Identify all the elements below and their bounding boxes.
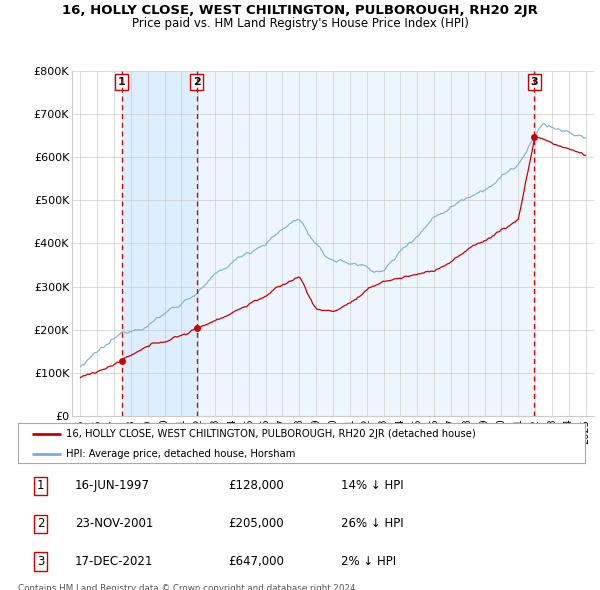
Text: Contains HM Land Registry data © Crown copyright and database right 2024.
This d: Contains HM Land Registry data © Crown c… [18,584,358,590]
Text: 17-DEC-2021: 17-DEC-2021 [75,555,153,568]
Text: 1: 1 [118,77,126,87]
Text: 3: 3 [37,555,44,568]
Text: 1: 1 [37,479,44,492]
Text: £205,000: £205,000 [228,517,283,530]
Bar [122,71,197,416]
Text: 26% ↓ HPI: 26% ↓ HPI [341,517,404,530]
Text: Price paid vs. HM Land Registry's House Price Index (HPI): Price paid vs. HM Land Registry's House … [131,17,469,30]
Text: 16, HOLLY CLOSE, WEST CHILTINGTON, PULBOROUGH, RH20 2JR: 16, HOLLY CLOSE, WEST CHILTINGTON, PULBO… [62,4,538,17]
Text: £647,000: £647,000 [228,555,284,568]
Text: £128,000: £128,000 [228,479,284,492]
Text: HPI: Average price, detached house, Horsham: HPI: Average price, detached house, Hors… [66,450,296,460]
Text: 16, HOLLY CLOSE, WEST CHILTINGTON, PULBOROUGH, RH20 2JR (detached house): 16, HOLLY CLOSE, WEST CHILTINGTON, PULBO… [66,429,476,439]
Text: 14% ↓ HPI: 14% ↓ HPI [341,479,404,492]
Bar [197,71,535,416]
Text: 2: 2 [37,517,44,530]
Text: 2% ↓ HPI: 2% ↓ HPI [341,555,397,568]
Text: 23-NOV-2001: 23-NOV-2001 [75,517,153,530]
Text: 3: 3 [530,77,538,87]
Text: 16-JUN-1997: 16-JUN-1997 [75,479,150,492]
Text: 2: 2 [193,77,200,87]
